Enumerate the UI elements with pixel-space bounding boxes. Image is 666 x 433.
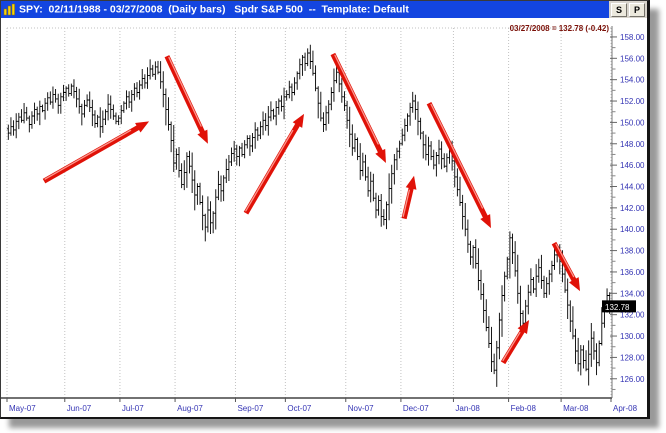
x-axis-label: May-07 xyxy=(9,404,36,413)
chart-window: SPY: 02/11/1988 - 03/27/2008 (Daily bars… xyxy=(0,0,650,419)
x-axis-label: Feb-08 xyxy=(511,404,537,413)
chart-canvas[interactable]: May-07 Jun-07 Jul-07 Aug-07 Sep-07 Oct-07 Nov-… xyxy=(1,18,647,417)
y-axis-label: 144.00 xyxy=(620,182,645,191)
titlebar-button-strip: S P xyxy=(609,1,647,18)
x-axis-label: Sep-07 xyxy=(237,404,263,413)
x-axis-label: Dec-07 xyxy=(403,404,429,413)
y-axis-label: 138.00 xyxy=(620,247,645,256)
y-axis-label: 146.00 xyxy=(620,161,645,170)
x-axis-label: Mar-08 xyxy=(563,404,589,413)
titlebar-button-p[interactable]: P xyxy=(629,2,645,17)
y-axis-label: 148.00 xyxy=(620,140,645,149)
y-axis-label: 132.00 xyxy=(620,311,645,320)
y-axis-label: 156.00 xyxy=(620,54,645,63)
last-quote-annotation: 03/27/2008 = 132.78 (-0.42) xyxy=(510,24,610,33)
y-axis-label: 136.00 xyxy=(620,268,645,277)
app-icon xyxy=(3,3,15,16)
titlebar[interactable]: SPY: 02/11/1988 - 03/27/2008 (Daily bars… xyxy=(1,1,647,18)
y-axis-label: 128.00 xyxy=(620,353,645,362)
y-axis-label: 154.00 xyxy=(620,76,645,85)
titlebar-button-s[interactable]: S xyxy=(611,2,627,17)
y-axis-label: 134.00 xyxy=(620,289,645,298)
x-axis-label: Nov-07 xyxy=(348,404,374,413)
window-title: SPY: 02/11/1988 - 03/27/2008 (Daily bars… xyxy=(19,3,409,15)
trend-arrow[interactable] xyxy=(243,113,305,215)
trend-arrow[interactable] xyxy=(401,175,417,220)
y-axis-label: 158.00 xyxy=(620,33,645,42)
y-axis-label: 150.00 xyxy=(620,118,645,127)
y-axis-label: 152.00 xyxy=(620,97,645,106)
x-axis-label: Jan-08 xyxy=(455,404,480,413)
last-price-label: 132.78 xyxy=(602,300,636,313)
trend-arrow[interactable] xyxy=(500,320,530,365)
trend-arrow[interactable] xyxy=(330,52,386,163)
last-price-text: 132.78 xyxy=(605,303,630,312)
y-axis-label: 142.00 xyxy=(620,204,645,213)
x-axis-label: Jun-07 xyxy=(67,404,92,413)
price-axis[interactable]: 126.00 128.00 130.00 132.00 134.00 136.00 138.… xyxy=(610,26,645,398)
month-gridlines xyxy=(6,27,612,398)
x-axis-label: Aug-07 xyxy=(177,404,203,413)
price-bars xyxy=(6,44,612,387)
time-axis[interactable]: May-07 Jun-07 Jul-07 Aug-07 Sep-07 Oct-07 Nov-… xyxy=(1,397,638,413)
x-axis-label: Oct-07 xyxy=(287,404,312,413)
x-axis-label: Apr-08 xyxy=(613,404,638,413)
y-axis-label: 140.00 xyxy=(620,225,645,234)
y-axis-label: 130.00 xyxy=(620,332,645,341)
trend-arrow[interactable] xyxy=(42,121,150,184)
trend-arrow[interactable] xyxy=(426,102,491,229)
x-axis-label: Jul-07 xyxy=(122,404,144,413)
y-axis-label: 126.00 xyxy=(620,375,645,384)
trend-arrow[interactable] xyxy=(551,241,581,292)
trend-arrow[interactable] xyxy=(164,55,208,144)
